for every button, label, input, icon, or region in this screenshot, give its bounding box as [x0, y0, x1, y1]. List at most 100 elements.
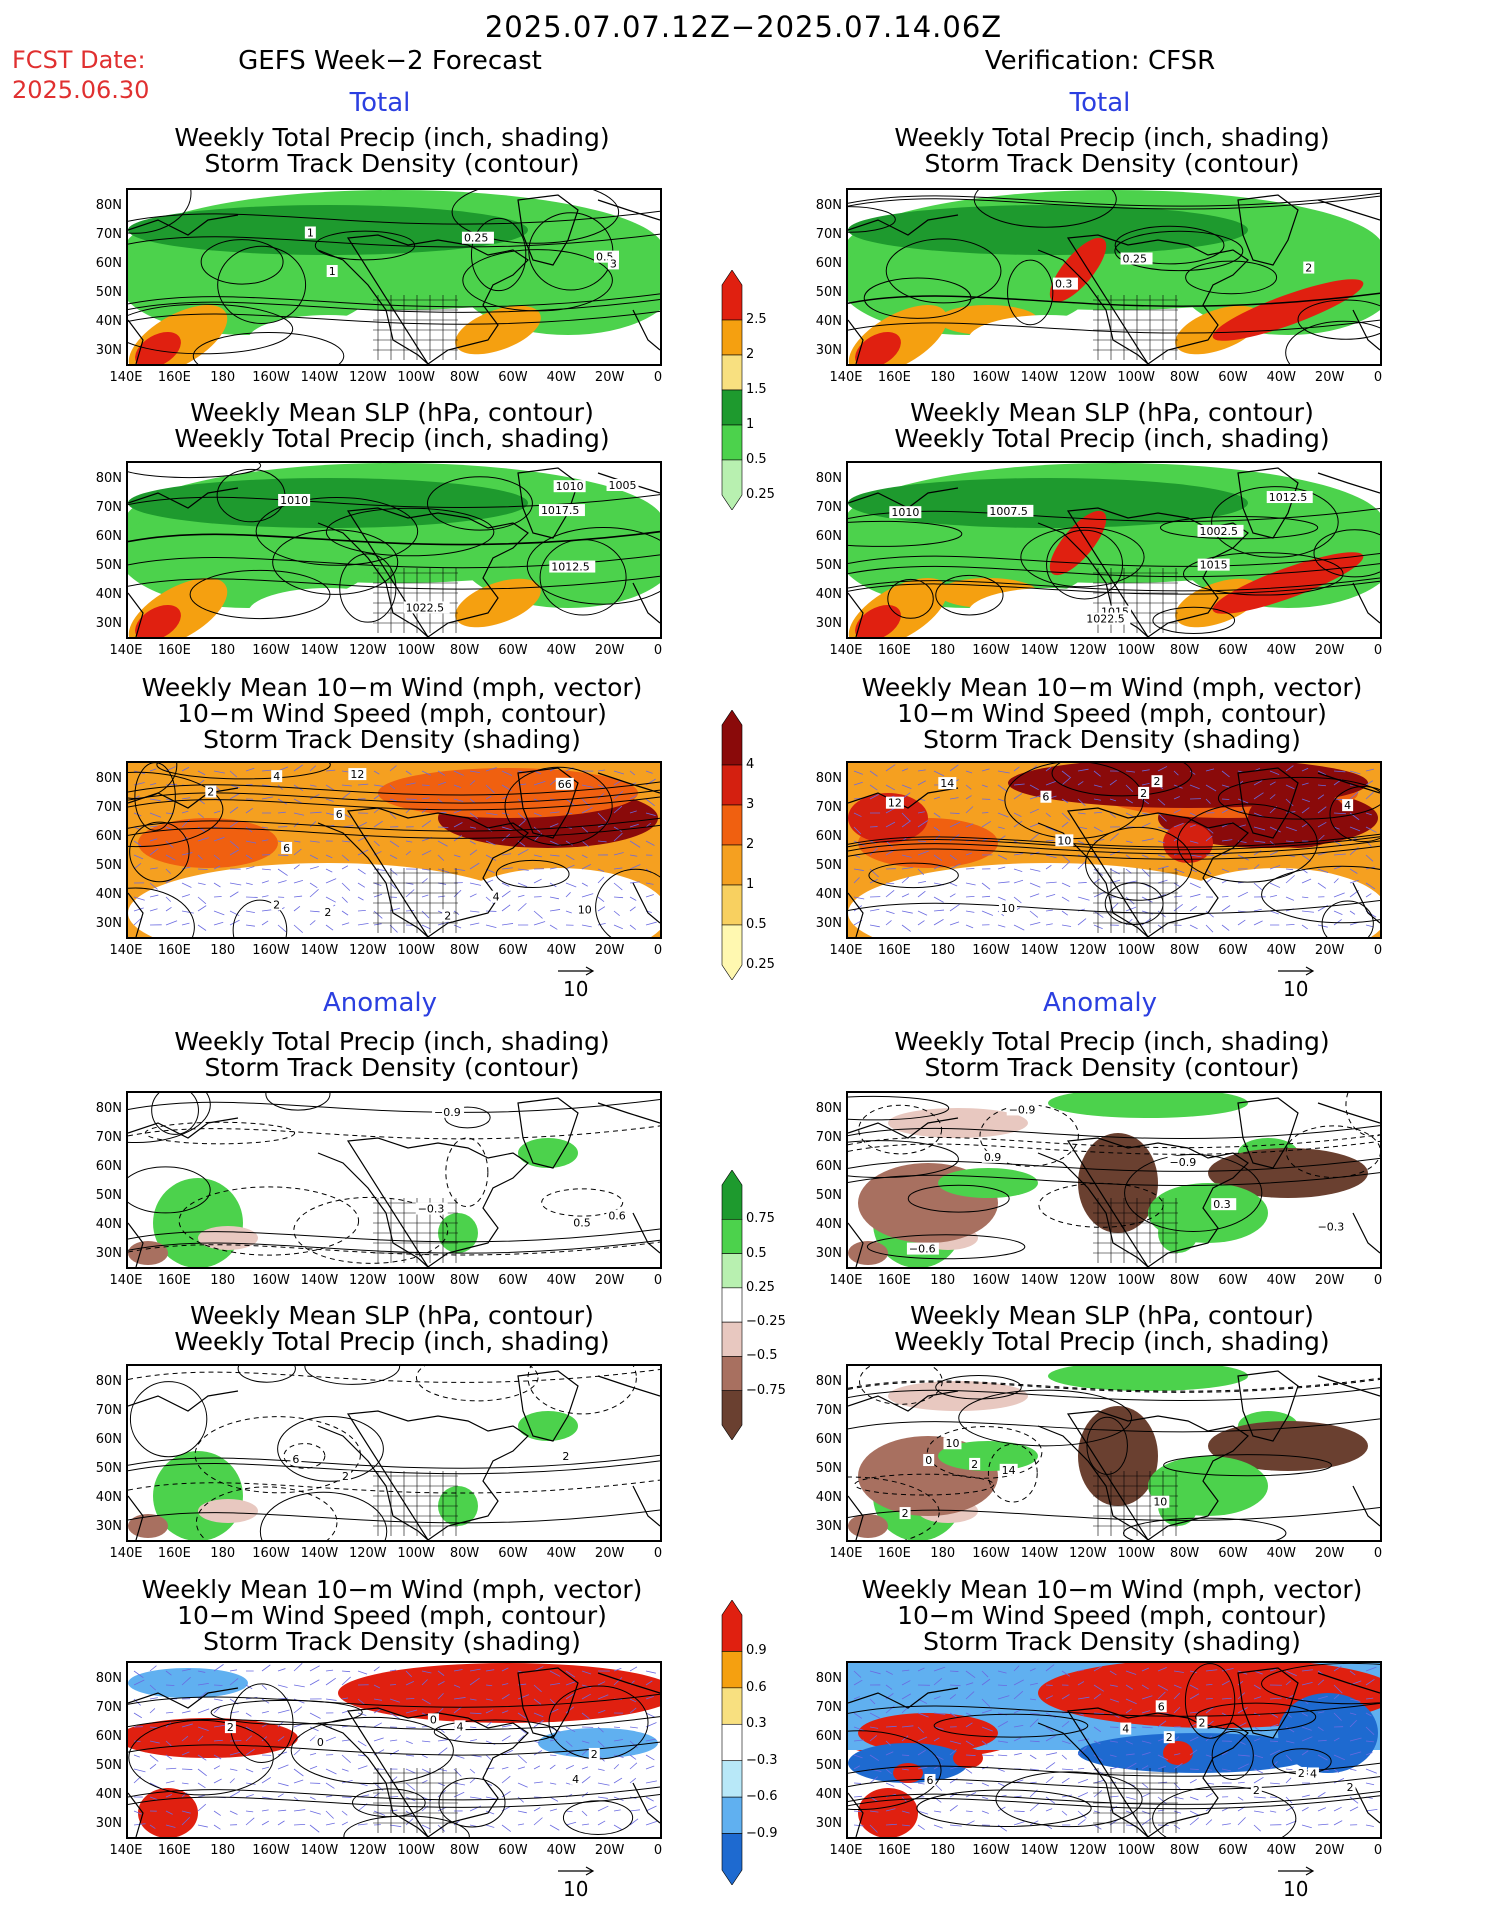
wind-vector [181, 910, 194, 914]
wind-vector [597, 784, 606, 789]
wind-vector [997, 798, 1004, 802]
wind-vector [597, 896, 605, 903]
wind-vector [1253, 1738, 1261, 1742]
wind-vector [1157, 1738, 1165, 1742]
wind-vector [1269, 894, 1278, 898]
wind-vector [933, 1737, 940, 1742]
wind-vector [309, 1824, 320, 1833]
wind-vector [1205, 876, 1214, 884]
wind-vector [581, 1776, 591, 1784]
latitude-label: 50N [815, 558, 842, 573]
precip-shading-band [128, 205, 528, 255]
precip-shading-heavy [1049, 510, 1107, 576]
wind-vector [1125, 1684, 1134, 1690]
wind-vector [933, 1666, 946, 1672]
contour-line [433, 1719, 558, 1745]
wind-vector [229, 849, 239, 856]
wind-vector [629, 1818, 639, 1826]
contour-line [415, 1366, 539, 1402]
longitude-label: 60W [498, 643, 528, 658]
wind-vector [1205, 1684, 1213, 1686]
wind-vector [901, 784, 912, 790]
greenland-coastline [1237, 1097, 1299, 1169]
wind-vector [325, 1677, 337, 1686]
contour-line [426, 476, 533, 531]
wind-vector [1333, 812, 1346, 815]
wind-vector [1317, 1711, 1325, 1714]
longitude-label: 120W [348, 370, 387, 385]
latitude-label: 60N [815, 829, 842, 844]
precip-anomaly-dry [198, 1499, 258, 1523]
wind-vector [501, 1710, 509, 1714]
latitude-label: 40N [815, 314, 842, 329]
contour-label: 0 [317, 1736, 324, 1749]
contour-label: 2 [342, 1470, 349, 1483]
contour-label-box [1138, 786, 1150, 799]
wind-vector [165, 1711, 174, 1714]
wind-vector [581, 882, 588, 887]
latitude-label: 30N [815, 343, 842, 358]
wind-vector [213, 836, 225, 842]
wind-vector [917, 811, 925, 814]
wind-vector [565, 840, 573, 846]
wind-vector [949, 1766, 959, 1770]
wind-vector [613, 826, 622, 832]
wind-vector [1253, 780, 1263, 786]
wind-vector [149, 882, 158, 890]
contour-label-box [998, 902, 1017, 915]
longitude-label: 60W [1218, 1843, 1248, 1858]
contour-label: 10 [945, 1437, 959, 1450]
contour-label: 2 [1199, 1716, 1206, 1729]
storm-anomaly-negative [1078, 1733, 1318, 1773]
wind-vector [453, 1684, 461, 1688]
wind-vector [1221, 809, 1229, 814]
wind-vector [341, 1697, 349, 1700]
contour-line [1184, 1663, 1236, 1739]
colorbar-label: −0.5 [746, 1348, 778, 1364]
wind-vector [597, 840, 607, 843]
wind-vector [1253, 1796, 1266, 1799]
longitude-label: 160E [877, 943, 911, 958]
contour-label-box [889, 506, 922, 519]
wind-vector [1109, 833, 1119, 842]
wind-vector [965, 784, 972, 790]
colorbar-segment [721, 804, 743, 846]
longitude-label: 80W [449, 1843, 480, 1858]
wind-vector [501, 1667, 509, 1672]
longitude-label: 0 [1373, 643, 1383, 658]
longitude-label: 20W [594, 643, 625, 658]
longitude-label: 0 [1373, 370, 1383, 385]
longitude-label: 0 [653, 943, 663, 958]
wind-vector [421, 910, 430, 919]
wind-vector [405, 770, 412, 775]
wind-vector [981, 1678, 991, 1686]
contour-line [314, 230, 416, 261]
wind-vector [181, 1816, 191, 1826]
wind-vector [325, 924, 334, 931]
wind-vector [1365, 1824, 1374, 1827]
contour-line [562, 1800, 634, 1836]
wind-vector [645, 798, 655, 807]
panel-title-line: Storm Track Density (contour) [924, 1053, 1300, 1082]
map-panel-vf-slp_total: 1010 1007.5 1002.5 1015 1012.5 1022.5 1015 [846, 461, 1382, 639]
contour-label-box [1197, 524, 1244, 537]
wind-vector [1093, 878, 1101, 884]
wind-vector [485, 812, 498, 816]
wind-vector [549, 1670, 561, 1677]
longitude-label: 0 [1373, 943, 1383, 958]
wind-vector [853, 1810, 862, 1813]
contour-line [1085, 826, 1193, 901]
longitude-label: 160E [877, 370, 911, 385]
wind-vector [1253, 920, 1263, 926]
colorbar-storm_total [721, 710, 743, 980]
wind-vector [1077, 860, 1087, 870]
wind-vector [917, 1712, 929, 1718]
greenland-coastline [517, 194, 579, 266]
wind-vector [293, 764, 303, 772]
wind-vector [1013, 820, 1023, 828]
precip-anomaly-wet [1048, 1093, 1248, 1118]
latitude-label: 50N [95, 858, 122, 873]
wind-vector [581, 1670, 592, 1675]
wind-vector [373, 770, 380, 775]
